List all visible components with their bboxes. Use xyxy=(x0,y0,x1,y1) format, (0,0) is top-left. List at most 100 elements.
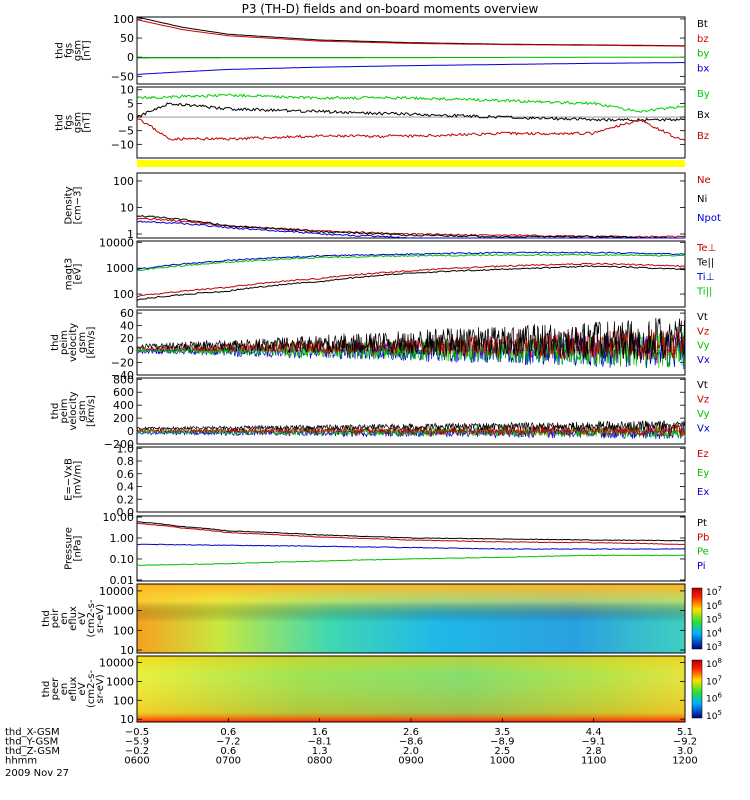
y-axis-label: velocity xyxy=(68,391,79,430)
y-tick-label: 10000 xyxy=(99,585,134,598)
y-tick-label: 0.2 xyxy=(117,493,135,506)
plot-title: P3 (TH-D) fields and on-board moments ov… xyxy=(242,2,539,16)
legend-entry: Pb xyxy=(697,532,709,543)
x-axis-value: −8.1 xyxy=(308,737,332,748)
panel-frame xyxy=(136,446,686,513)
colorbar-tick-label: 105 xyxy=(706,709,722,722)
legend-entry: Vt xyxy=(697,312,708,323)
series-Ti-line xyxy=(136,253,686,272)
x-axis-value: 2.8 xyxy=(586,746,602,757)
y-tick-label: 1.00 xyxy=(110,532,135,545)
y-tick-label: 400 xyxy=(113,399,134,412)
panel-efld: 1.00.80.60.40.20.0 E=−VxB[mV/m] Ez Ey Ex xyxy=(64,442,710,519)
legend-entry: Pi xyxy=(697,561,706,572)
series-Ti-line xyxy=(136,251,686,271)
legend-entry: Te|| xyxy=(696,258,714,269)
colorbar-tick-label: 106 xyxy=(706,599,722,612)
legend-entry: Bz xyxy=(697,131,709,142)
legend-entry: Ti⊥ xyxy=(696,272,714,283)
colorbar-tick-label: 108 xyxy=(706,657,722,670)
series-Pt-line xyxy=(136,521,685,542)
panel-spec2: 108 107 106 105 10000 1000 100 10 thdpeereneflux… xyxy=(41,655,722,726)
velocity-trace xyxy=(136,420,686,432)
y-axis-label: peim xyxy=(59,330,70,355)
series-Pi-line xyxy=(137,543,686,550)
y-tick-label: 10 xyxy=(120,713,134,726)
legend-entry: Npot xyxy=(697,213,721,224)
series-Te-line xyxy=(136,265,686,301)
y-tick-label: 10000 xyxy=(99,236,134,249)
y-axis-label: sr-eV) xyxy=(95,604,106,633)
y-tick-label: 1000 xyxy=(106,605,134,618)
y-axis-label: eflux xyxy=(68,606,79,631)
legend-entry: Ti|| xyxy=(696,287,712,298)
y-tick-label: 100 xyxy=(113,694,134,707)
series-by-line xyxy=(137,56,685,59)
y-tick-label: 0.8 xyxy=(117,455,135,468)
panel-temp: 10000 1000 100 magt3[eV] Te⊥ Te|| Ti⊥ Ti|| xyxy=(64,236,716,308)
legend-entry: Vz xyxy=(697,395,709,406)
y-tick-label: 50 xyxy=(120,32,134,45)
y-axis-label: thd xyxy=(55,42,66,59)
series-bx-line xyxy=(136,62,685,75)
legend-entry: Bx xyxy=(697,110,710,121)
panel-frame xyxy=(136,240,686,308)
x-axis-value: 2.5 xyxy=(494,746,510,757)
series-Pe-line xyxy=(136,554,686,567)
y-axis-label: velocity xyxy=(68,323,79,362)
y-axis-label: peer xyxy=(50,677,61,701)
y-axis-label: thd xyxy=(50,403,61,420)
legend-entry: Ex xyxy=(697,487,709,498)
colorbar-tick-label: 107 xyxy=(706,585,722,598)
series-Bx-line xyxy=(136,102,686,122)
y-axis-label: thd xyxy=(41,681,52,698)
y-axis-label: [km/s] xyxy=(86,395,97,427)
legend-entry: Bt xyxy=(697,19,708,30)
legend-entry: Vy xyxy=(697,341,710,352)
legend-entry: Ey xyxy=(697,468,709,479)
y-axis-label: [nT] xyxy=(82,40,93,60)
x-axis-value: 0700 xyxy=(216,756,241,767)
y-axis-label: gsm xyxy=(77,400,88,421)
y-axis-label: Density xyxy=(64,186,75,224)
y-tick-label: 1.0 xyxy=(117,442,135,455)
legend-entry: Vx xyxy=(697,424,710,435)
colorbar-tick-label: 105 xyxy=(706,613,722,626)
legend-entry: Te⊥ xyxy=(696,243,716,254)
x-axis-value: 3.5 xyxy=(494,727,510,738)
series-Te-line xyxy=(136,262,686,298)
y-axis-label: [mV/m] xyxy=(73,461,84,499)
y-axis-label: eflux xyxy=(68,677,79,702)
y-tick-label: 100 xyxy=(113,288,134,301)
spectrogram-overlay xyxy=(137,656,685,722)
x-axis-value: −7.2 xyxy=(216,737,240,748)
y-axis-label: [eV] xyxy=(73,264,84,285)
x-axis-value: 2.6 xyxy=(403,727,419,738)
series-bz-line xyxy=(136,19,685,47)
y-tick-label: 100 xyxy=(113,175,134,188)
y-axis-label: fgs xyxy=(64,43,75,58)
x-axis-row-label: thd_Y-GSM xyxy=(5,737,58,748)
legend-entry: Vt xyxy=(697,380,708,391)
x-axis-value: −8.9 xyxy=(490,737,514,748)
y-axis-label: sr-eV) xyxy=(95,674,106,703)
y-tick-label: −50 xyxy=(111,70,134,83)
velocity-trace xyxy=(136,426,686,440)
x-axis-value: 1100 xyxy=(581,756,606,767)
y-axis-label: peir xyxy=(50,608,61,628)
series-By-line xyxy=(136,93,686,113)
y-tick-label: 0 xyxy=(127,111,134,124)
colorbar-tick-label: 107 xyxy=(706,674,722,687)
series-Ni-line xyxy=(136,215,685,239)
x-axis-value: 2.0 xyxy=(403,746,419,757)
x-axis-value: 5.1 xyxy=(677,727,693,738)
y-axis-label: thd xyxy=(55,114,66,131)
x-axis-value: −9.2 xyxy=(673,737,697,748)
legend-entry: Pt xyxy=(697,518,707,529)
series-Pb-line xyxy=(136,522,686,546)
y-tick-label: 0 xyxy=(127,425,134,438)
x-axis-value: −8.6 xyxy=(399,737,423,748)
